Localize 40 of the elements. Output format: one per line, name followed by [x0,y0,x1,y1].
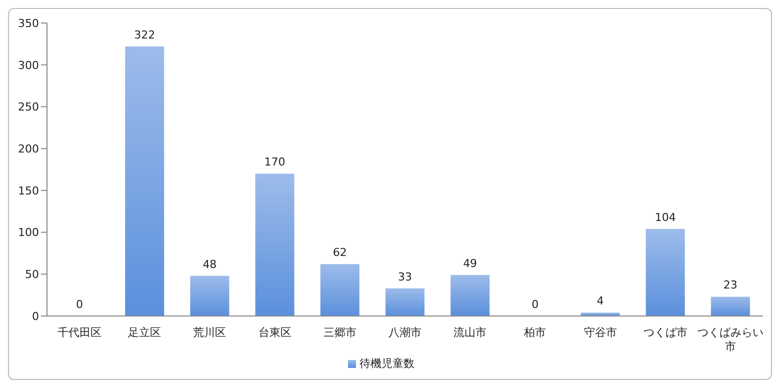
x-tick-label: 荒川区 [193,326,226,339]
bar [190,276,230,316]
data-label: 322 [134,28,156,42]
y-tick-label: 50 [25,268,39,282]
data-label: 0 [76,298,84,311]
data-label: 104 [654,210,676,224]
x-tick-label: つくばみらい市 [697,326,764,353]
bar [710,296,750,316]
y-tick-label: 0 [32,310,39,323]
y-tick-label: 100 [18,226,39,240]
data-label: 170 [264,156,286,169]
y-tick-label: 350 [18,16,39,30]
x-tick-label: 三郷市 [323,326,356,339]
bar [646,228,685,316]
x-tick-label: 千代田区 [58,326,102,339]
data-label: 4 [596,294,604,308]
x-tick-label: 流山市 [454,326,487,339]
y-tick-label: 200 [18,142,39,156]
data-label: 33 [398,270,412,284]
x-tick-label: つくば市 [643,326,688,339]
x-tick-label: 守谷市 [584,326,617,339]
x-tick-label: 足立区 [128,326,162,339]
y-tick-label: 250 [18,100,39,114]
data-label: 49 [463,256,478,270]
y-tick-label: 150 [18,184,39,198]
bar [450,274,490,316]
legend-label: 待機児童数 [360,357,414,370]
bar [580,312,620,316]
data-label: 23 [723,278,738,292]
bar [385,288,424,316]
bar [125,46,164,316]
bar [255,174,294,316]
bar [320,264,360,316]
data-label: 0 [532,298,539,311]
x-tick-label: 台東区 [258,326,292,339]
x-tick-label: 柏市 [523,326,546,339]
data-label: 62 [332,246,347,260]
y-tick-label: 300 [18,58,39,72]
data-label: 48 [202,258,217,271]
x-tick-label: 八潮市 [388,326,422,339]
